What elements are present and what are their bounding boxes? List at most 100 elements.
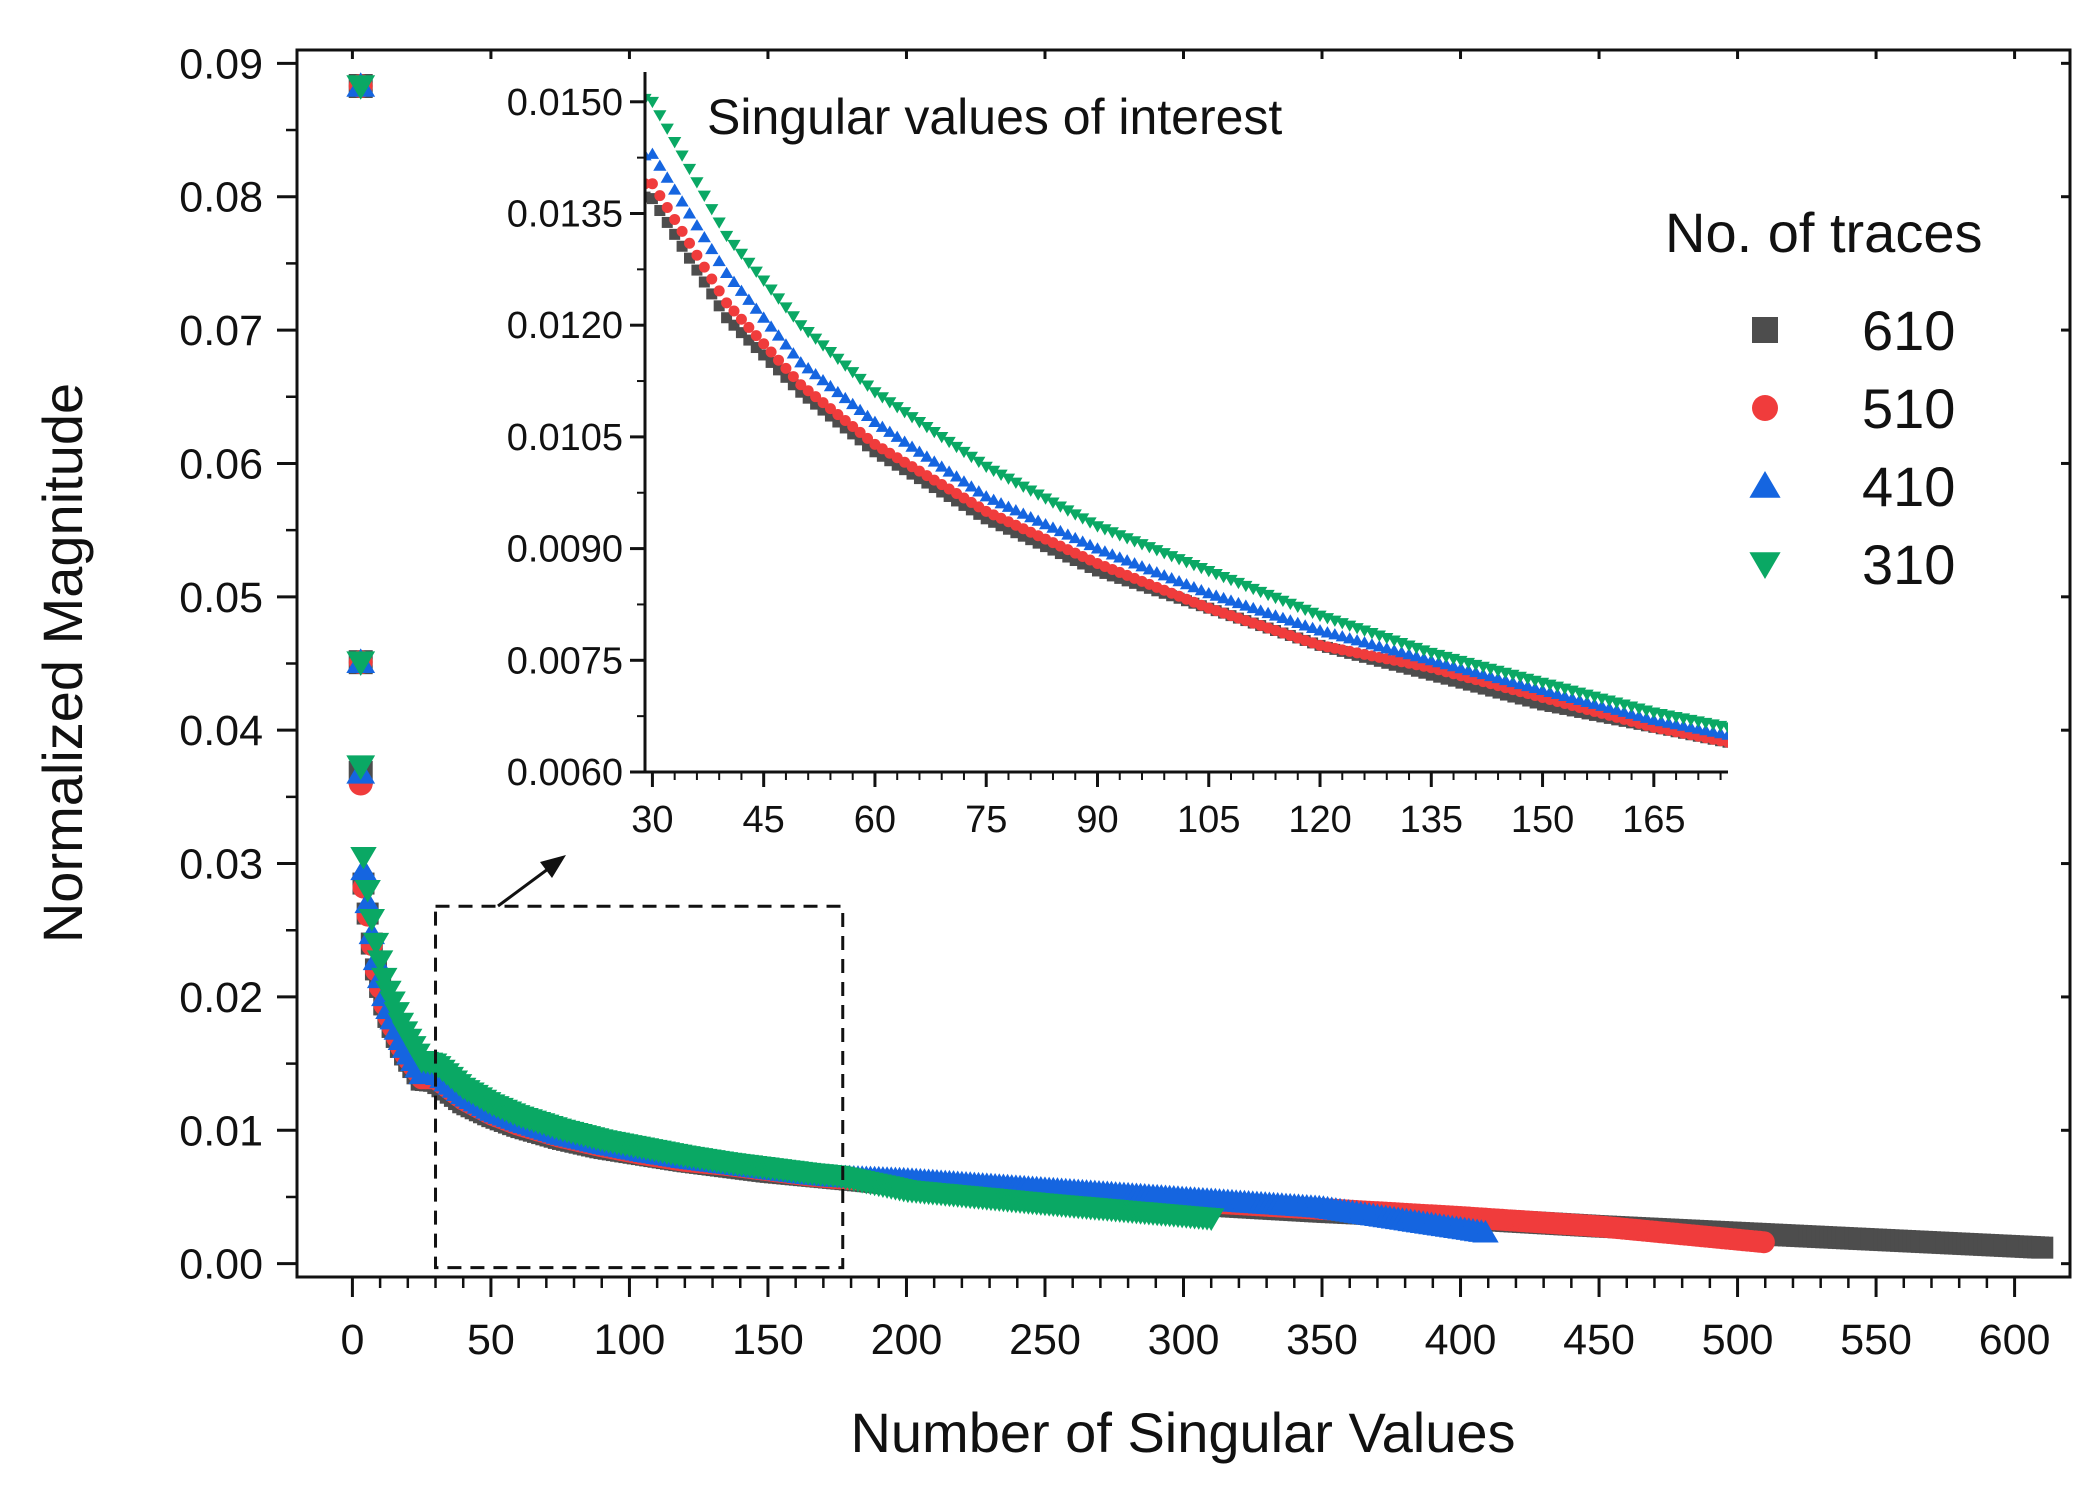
inset-point-410 [1343, 632, 1357, 644]
inset-point-610 [1017, 530, 1029, 542]
inset-point-610 [1537, 699, 1549, 711]
inset-point-310 [1127, 536, 1142, 548]
inset-background [645, 72, 1728, 772]
inset-point-410 [1550, 687, 1564, 700]
y-tick-label: 0.06 [179, 440, 263, 488]
inset-point-410 [1298, 619, 1312, 631]
inset-point-510 [706, 273, 718, 285]
inset-y-tick-label: 0.0105 [507, 417, 623, 459]
inset-point-410 [1216, 591, 1231, 604]
inset-point-410 [1202, 586, 1216, 599]
inset-point-610 [1507, 691, 1519, 703]
inset-point-410 [645, 147, 660, 159]
inset-point-610 [1470, 681, 1482, 693]
inset-point-410 [779, 338, 793, 350]
inset-y-tick-label: 0.0120 [507, 305, 623, 347]
inset-point-410 [1469, 665, 1483, 678]
inset-point-510 [839, 415, 851, 427]
legend-item-510: 510 [1752, 377, 1955, 440]
legend-marker-circle [1752, 395, 1778, 421]
inset-point-510 [654, 190, 666, 202]
inset-point-310 [935, 431, 949, 444]
inset-point-610 [817, 404, 829, 416]
inset-point-410 [1409, 650, 1424, 662]
x-tick-label: 250 [1009, 1316, 1081, 1364]
inset-point-410 [1001, 500, 1016, 512]
main-point-510 [1752, 1231, 1775, 1254]
inset-point-410 [786, 347, 800, 359]
x-tick-label: 200 [871, 1316, 943, 1364]
inset-point-410 [1009, 504, 1023, 516]
inset-point-410 [1602, 701, 1616, 713]
inset-point-410 [994, 497, 1008, 509]
inset-point-410 [1610, 703, 1624, 715]
x-tick-label: 400 [1425, 1316, 1497, 1364]
inset-point-310 [1172, 554, 1186, 566]
y-axis-title: Normalized Magnitude [31, 383, 94, 943]
inset-point-610 [1091, 565, 1103, 577]
inset-point-410 [1387, 644, 1401, 656]
inset-x-tick-label: 120 [1288, 799, 1351, 841]
inset-point-610 [661, 216, 673, 228]
inset-point-610 [951, 495, 963, 507]
inset-point-410 [771, 329, 786, 341]
inset-point-310 [1231, 577, 1246, 590]
inset-point-310 [831, 353, 845, 366]
x-tick-label: 350 [1286, 1316, 1358, 1364]
x-tick-label: 150 [732, 1316, 804, 1364]
inset-point-610 [676, 240, 688, 252]
inset-point-610 [1425, 669, 1437, 681]
inset-point-310 [1721, 722, 1728, 734]
inset-point-410 [1090, 542, 1105, 554]
inset-point-410 [1461, 663, 1475, 676]
main-point-610 [2031, 1236, 2054, 1259]
inset-point-310 [1298, 604, 1312, 616]
inset-point-410 [942, 465, 956, 477]
inset-point-410 [757, 311, 771, 323]
inset-point-410 [690, 219, 704, 231]
y-tick-label: 0.04 [179, 707, 263, 755]
inset-point-310 [905, 412, 919, 424]
inset-point-610 [913, 473, 925, 485]
inset-point-310 [771, 293, 786, 305]
legend-label: 510 [1862, 377, 1955, 440]
inset-point-310 [727, 239, 741, 252]
inset-point-310 [1009, 477, 1023, 489]
inset-point-610 [669, 228, 681, 240]
inset-point-410 [794, 356, 808, 368]
inset-point-510 [728, 305, 740, 317]
inset-point-310 [1105, 527, 1119, 539]
x-tick-label: 300 [1148, 1316, 1220, 1364]
inset-point-410 [905, 440, 919, 452]
inset-point-410 [1721, 728, 1728, 740]
inset-point-310 [964, 451, 978, 464]
inset-point-610 [1559, 703, 1571, 715]
inset-point-310 [801, 326, 815, 339]
inset-point-410 [1113, 551, 1127, 563]
inset-point-410 [987, 493, 1001, 505]
inset-point-310 [1268, 592, 1283, 605]
inset-point-310 [987, 465, 1001, 477]
inset-point-410 [1617, 705, 1631, 717]
inset-point-510 [646, 178, 658, 190]
inset-point-410 [1350, 634, 1364, 646]
inset-point-610 [869, 446, 881, 458]
inset-point-410 [1357, 636, 1372, 648]
inset-point-410 [1573, 693, 1587, 705]
inset-point-310 [645, 93, 652, 106]
inset-point-410 [1068, 531, 1082, 544]
inset-point-410 [1395, 646, 1409, 658]
inset-point-310 [816, 340, 830, 352]
inset-point-410 [823, 379, 838, 392]
inset-point-310 [1202, 565, 1216, 578]
inset-point-610 [706, 288, 718, 300]
inset-point-610 [1114, 572, 1126, 584]
inset-point-610 [899, 464, 911, 476]
inset-x-tick-label: 30 [631, 799, 673, 841]
inset-point-310 [660, 123, 674, 135]
inset-point-610 [698, 276, 710, 288]
inset-point-410 [1380, 642, 1394, 654]
inset-point-410 [1587, 697, 1602, 709]
main-point-310 [346, 755, 376, 780]
inset-point-310 [979, 461, 993, 474]
